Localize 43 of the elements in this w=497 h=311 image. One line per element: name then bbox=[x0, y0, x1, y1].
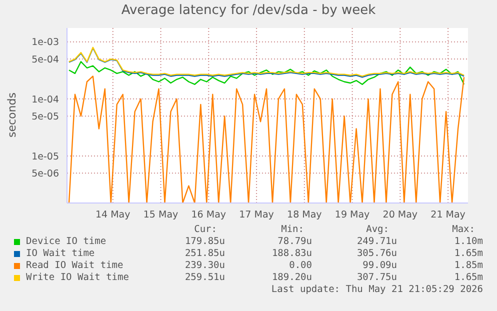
text: Max: bbox=[452, 224, 475, 235]
text: Min: bbox=[281, 224, 304, 235]
line-series bbox=[68, 76, 465, 203]
y-tick-label: 5e-04 bbox=[32, 54, 59, 66]
text: 189.20u bbox=[272, 272, 312, 283]
legend-label: Write IO Wait time bbox=[26, 272, 129, 283]
legend-label: Device IO time bbox=[26, 236, 106, 247]
x-tick-label: 19 May bbox=[334, 210, 370, 221]
y-tick-label: 5e-06 bbox=[32, 168, 59, 180]
legend-label: Read IO Wait time bbox=[26, 260, 124, 271]
text: 78.79u bbox=[278, 236, 312, 247]
text: Cur: bbox=[194, 224, 217, 235]
text: 1.10m bbox=[454, 236, 483, 247]
text: 305.76u bbox=[356, 248, 397, 259]
text: 1.65m bbox=[454, 272, 483, 283]
y-tick-label: 1e-05 bbox=[32, 151, 59, 162]
line-series bbox=[68, 61, 465, 85]
text: 307.75u bbox=[356, 272, 397, 283]
text: Avg: bbox=[366, 224, 389, 235]
x-tick-label: 14 May bbox=[96, 210, 131, 221]
text: Last update: Thu May 21 21:05:29 2026 bbox=[271, 284, 483, 295]
text: 259.51u bbox=[184, 272, 225, 283]
x-tick-label: 20 May bbox=[382, 210, 418, 221]
text: 1.65m bbox=[454, 248, 483, 259]
x-tick-label: 17 May bbox=[239, 210, 274, 221]
text: 179.85u bbox=[184, 236, 225, 247]
y-tick-label: 5e-05 bbox=[32, 111, 59, 122]
text: 239.30u bbox=[184, 260, 225, 271]
text: 99.09u bbox=[362, 260, 397, 271]
text: 0.00 bbox=[289, 260, 312, 271]
text: 1.85m bbox=[454, 260, 483, 271]
x-tick-label: 15 May bbox=[143, 210, 179, 221]
text: 249.71u bbox=[356, 236, 397, 247]
text: 251.85u bbox=[184, 248, 225, 259]
y-axis-title: seconds bbox=[6, 92, 18, 138]
text: 188.83u bbox=[272, 248, 312, 259]
x-tick-label: 16 May bbox=[191, 210, 226, 221]
x-tick-label: 21 May bbox=[430, 210, 466, 221]
x-tick-label: 18 May bbox=[287, 210, 322, 221]
y-tick-label: 1e-03 bbox=[32, 37, 59, 48]
chart-title: Average latency for /dev/sda - by week bbox=[120, 3, 377, 18]
legend-label: IO Wait time bbox=[26, 248, 95, 259]
y-tick-label: 1e-04 bbox=[32, 94, 59, 106]
